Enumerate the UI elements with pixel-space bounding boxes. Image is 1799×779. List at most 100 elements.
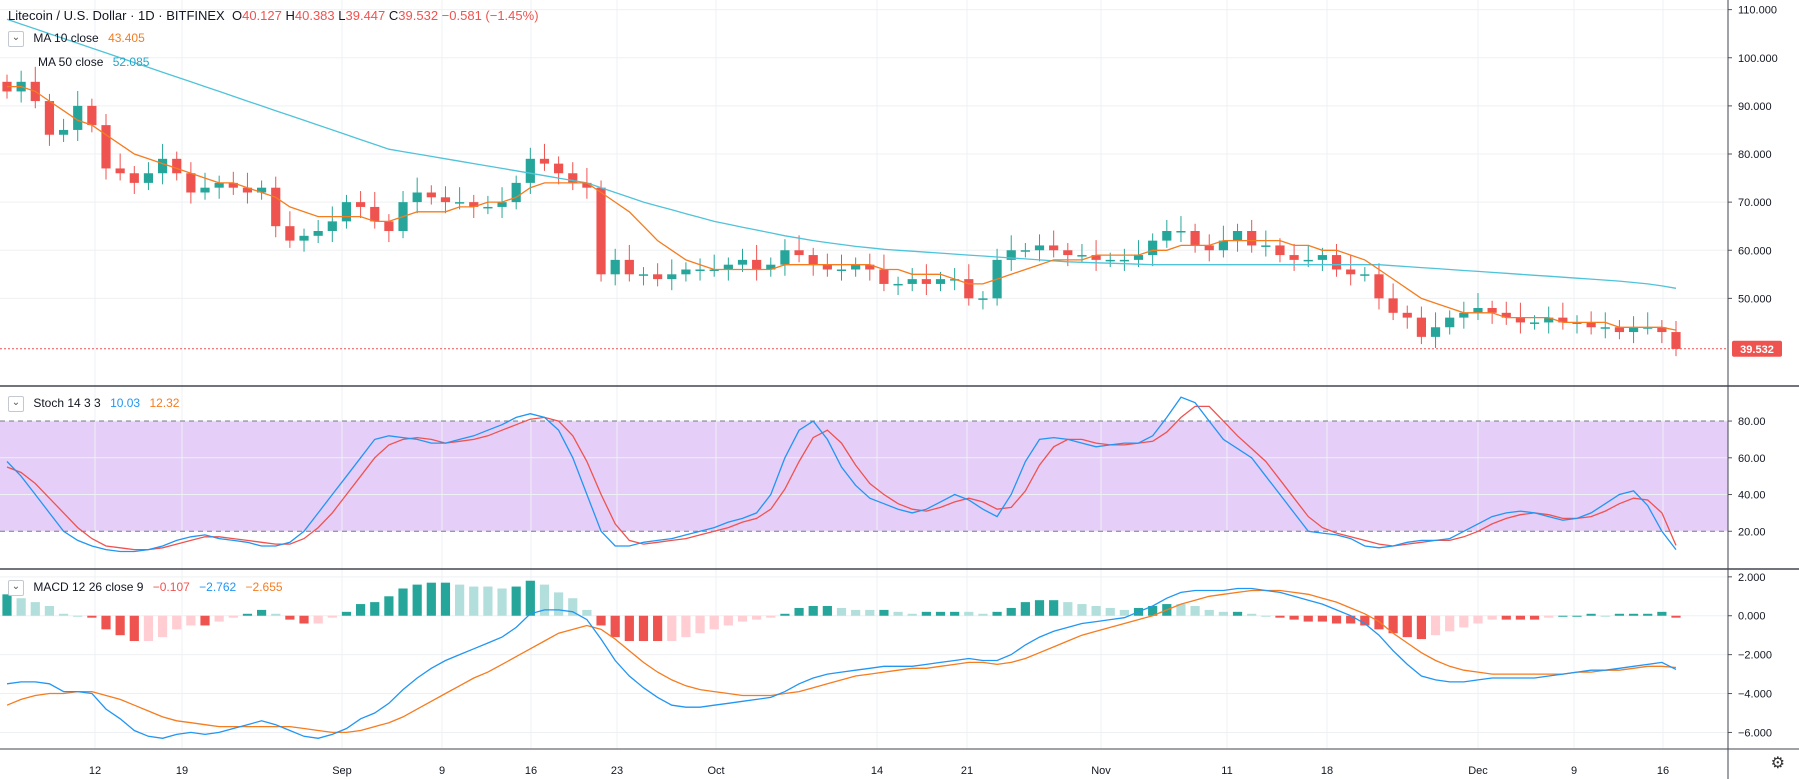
macd-hist-bar: [1445, 615, 1455, 632]
candle: [780, 250, 790, 265]
collapse-macd-button[interactable]: ⌄: [8, 580, 24, 596]
macd-hist-bar: [242, 613, 253, 616]
candle: [1317, 255, 1327, 260]
candle: [469, 202, 479, 207]
candle: [186, 173, 196, 193]
candle: [907, 279, 917, 284]
macd-hist-bar: [1119, 609, 1129, 616]
macd-hist-bar: [101, 615, 111, 630]
candle: [1515, 317, 1526, 323]
candle: [440, 197, 451, 203]
macd-hist-bar: [327, 615, 337, 618]
macd-hist-bar: [950, 611, 960, 616]
candle: [412, 192, 422, 203]
macd-hist-bar: [129, 615, 139, 642]
candle: [1119, 259, 1129, 262]
macd-hist-bar: [299, 615, 309, 624]
candle: [426, 192, 436, 198]
candle: [157, 158, 168, 174]
gear-icon[interactable]: ⚙: [1770, 755, 1785, 772]
macd-hist-bar: [455, 584, 465, 616]
candle: [681, 269, 691, 275]
candle: [1374, 274, 1384, 299]
macd-y-tick-label: −6.000: [1738, 727, 1772, 739]
candle: [950, 279, 960, 281]
x-tick-label: 9: [1571, 765, 1577, 777]
macd-hist-bar: [1063, 602, 1073, 616]
macd-y-tick-label: 2.000: [1738, 572, 1766, 584]
candle: [935, 279, 946, 284]
macd-hist-bar: [865, 609, 875, 616]
candle: [101, 125, 111, 169]
macd-hist-bar: [1346, 615, 1356, 624]
candle: [455, 202, 465, 204]
candle: [1360, 274, 1370, 276]
candle: [610, 259, 620, 275]
macd-hist-bar: [1628, 613, 1639, 616]
macd-hist-bar: [1402, 615, 1412, 638]
x-tick-label: 9: [439, 765, 445, 777]
x-tick-label: 11: [1221, 765, 1232, 777]
macd-hist-bar: [822, 606, 832, 616]
macd-hist-bar: [794, 607, 804, 616]
macd-hist-bar: [780, 613, 790, 616]
ma50-value: 52.085: [112, 55, 150, 69]
macd-hist-value: −0.107: [152, 580, 190, 595]
candle: [1586, 322, 1596, 328]
candle: [568, 173, 578, 183]
macd-hist-bar: [653, 615, 663, 642]
stoch-y-tick-label: 20.00: [1738, 526, 1766, 538]
macd-hist-bar: [667, 615, 677, 642]
candle: [370, 206, 380, 222]
candle: [384, 221, 394, 231]
candle: [1204, 245, 1214, 251]
macd-hist-bar: [1459, 615, 1469, 628]
macd-hist-bar: [1558, 615, 1568, 617]
macd-label: MACD 12 26 close 9: [33, 580, 144, 595]
macd-hist-bar: [539, 584, 550, 616]
macd-hist-bar: [638, 615, 649, 642]
stoch-y-tick-label: 40.00: [1738, 490, 1766, 502]
macd-hist-bar: [356, 604, 366, 616]
macd-hist-bar: [1006, 607, 1016, 616]
candle: [1643, 327, 1653, 329]
macd-hist-bar: [1034, 600, 1045, 616]
ma10-label: MA 10 close: [33, 31, 99, 46]
candle: [1190, 231, 1200, 246]
candle: [327, 221, 337, 231]
candle: [893, 283, 903, 286]
candle: [1162, 231, 1172, 241]
macd-hist-bar: [624, 615, 634, 642]
macd-hist-bar: [554, 592, 564, 616]
candle: [766, 264, 776, 270]
candle: [667, 274, 677, 280]
candle: [582, 182, 592, 188]
macd-hist-bar: [1657, 611, 1667, 616]
macd-hist-bar: [1473, 615, 1483, 624]
macd-hist-bar: [1515, 615, 1526, 620]
close-value: 39.532: [398, 8, 439, 23]
x-tick-label: 14: [871, 765, 883, 777]
candle: [1077, 255, 1087, 257]
stoch-d-value: 12.32: [149, 396, 180, 411]
candle: [1247, 231, 1257, 246]
macd-hist-bar: [893, 611, 903, 616]
x-tick-label: 19: [176, 765, 188, 777]
macd-hist-bar: [836, 607, 847, 616]
candle: [836, 269, 847, 271]
candle: [129, 173, 139, 183]
candle: [1289, 255, 1299, 260]
collapse-legend-button[interactable]: ⌄: [8, 31, 24, 47]
macd-hist-bar: [157, 615, 168, 638]
macd-hist-bar: [1388, 615, 1398, 634]
macd-hist-bar: [907, 613, 917, 616]
macd-hist-bar: [228, 615, 238, 618]
collapse-stoch-button[interactable]: ⌄: [8, 396, 24, 412]
macd-hist-bar: [285, 615, 295, 620]
candle: [879, 269, 889, 284]
x-tick-label: 12: [89, 765, 101, 777]
x-tick-label: 16: [525, 765, 537, 777]
price-y-tick-label: 80.000: [1738, 149, 1772, 161]
macd-hist-bar: [1430, 615, 1441, 636]
